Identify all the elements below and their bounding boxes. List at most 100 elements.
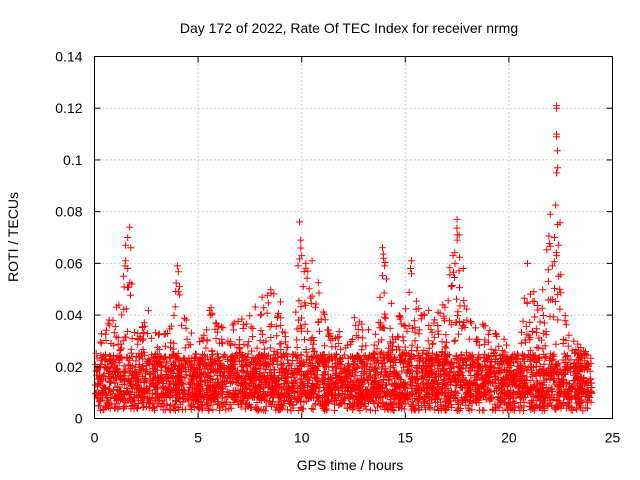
data-point: [347, 388, 355, 396]
data-point: [453, 215, 461, 223]
data-point: [116, 347, 124, 354]
data-point: [528, 327, 536, 335]
data-point: [457, 405, 464, 412]
data-point: [408, 375, 416, 382]
data-point: [187, 360, 195, 368]
data-point: [131, 380, 139, 388]
data-point: [546, 313, 554, 321]
data-marks: [91, 102, 596, 415]
data-point: [214, 401, 222, 409]
data-point: [307, 294, 315, 302]
data-point: [127, 381, 135, 389]
data-point: [523, 298, 531, 306]
data-point: [389, 333, 396, 341]
data-point: [575, 356, 582, 364]
data-point: [395, 393, 403, 401]
data-point: [242, 362, 250, 369]
data-point: [563, 379, 570, 387]
data-point: [481, 350, 489, 358]
data-point: [174, 366, 182, 374]
data-point: [336, 374, 344, 382]
data-point: [305, 376, 313, 384]
data-point: [198, 357, 206, 365]
data-point: [527, 376, 535, 384]
data-point: [140, 319, 148, 327]
data-point: [402, 305, 410, 313]
data-point: [303, 390, 311, 398]
data-point: [450, 355, 458, 363]
data-point: [349, 354, 357, 362]
data-point: [274, 375, 282, 383]
data-point: [445, 397, 453, 405]
data-point: [365, 366, 373, 373]
data-point: [102, 389, 110, 397]
data-point: [500, 335, 508, 343]
data-point: [582, 390, 590, 398]
data-point: [554, 221, 562, 229]
data-point: [401, 379, 409, 387]
data-point: [136, 379, 144, 387]
data-point: [161, 406, 169, 414]
data-point: [262, 379, 270, 387]
data-point: [529, 383, 537, 391]
data-point: [459, 322, 467, 330]
data-point: [475, 388, 483, 395]
data-point: [349, 406, 357, 414]
data-point: [103, 396, 111, 404]
data-point: [273, 332, 281, 340]
data-point: [417, 315, 425, 323]
data-point: [425, 351, 433, 359]
data-point: [335, 328, 343, 335]
data-point: [547, 369, 555, 377]
data-point: [562, 321, 570, 329]
data-point: [102, 326, 110, 334]
data-point: [490, 349, 497, 357]
data-point: [539, 366, 547, 374]
data-point: [373, 345, 381, 353]
data-point: [347, 401, 354, 409]
data-point: [429, 339, 437, 347]
data-point: [319, 308, 327, 316]
data-point: [390, 407, 398, 415]
data-point: [503, 373, 511, 381]
data-point: [574, 368, 582, 376]
data-point: [188, 389, 196, 397]
data-point: [361, 352, 369, 359]
data-point: [284, 356, 291, 364]
data-point: [189, 373, 197, 381]
data-point: [233, 350, 241, 357]
data-point: [343, 404, 351, 412]
data-point: [366, 373, 374, 381]
data-point: [152, 329, 160, 337]
data-point: [442, 331, 450, 339]
data-point: [517, 367, 525, 375]
data-point: [560, 399, 568, 406]
data-point: [102, 375, 109, 383]
data-point: [537, 404, 545, 412]
data-point: [271, 366, 279, 374]
data-point: [162, 370, 170, 378]
data-point: [264, 374, 272, 382]
data-point: [524, 382, 532, 390]
data-point: [320, 394, 328, 402]
data-point: [306, 367, 314, 375]
data-point: [412, 364, 420, 372]
data-point: [377, 394, 385, 402]
data-point: [453, 224, 461, 232]
data-point: [486, 326, 494, 334]
data-point: [395, 313, 403, 320]
data-point: [127, 291, 134, 299]
data-point: [270, 290, 278, 298]
data-point: [198, 380, 206, 388]
data-point: [375, 318, 383, 326]
data-point: [420, 379, 427, 387]
y-tick-label: 0: [75, 411, 83, 427]
data-point: [120, 380, 128, 388]
data-point: [352, 321, 360, 329]
data-point: [249, 325, 257, 333]
data-point: [539, 312, 547, 319]
data-point: [391, 385, 399, 393]
data-point: [414, 364, 422, 372]
data-point: [98, 339, 106, 347]
data-point: [97, 406, 105, 414]
